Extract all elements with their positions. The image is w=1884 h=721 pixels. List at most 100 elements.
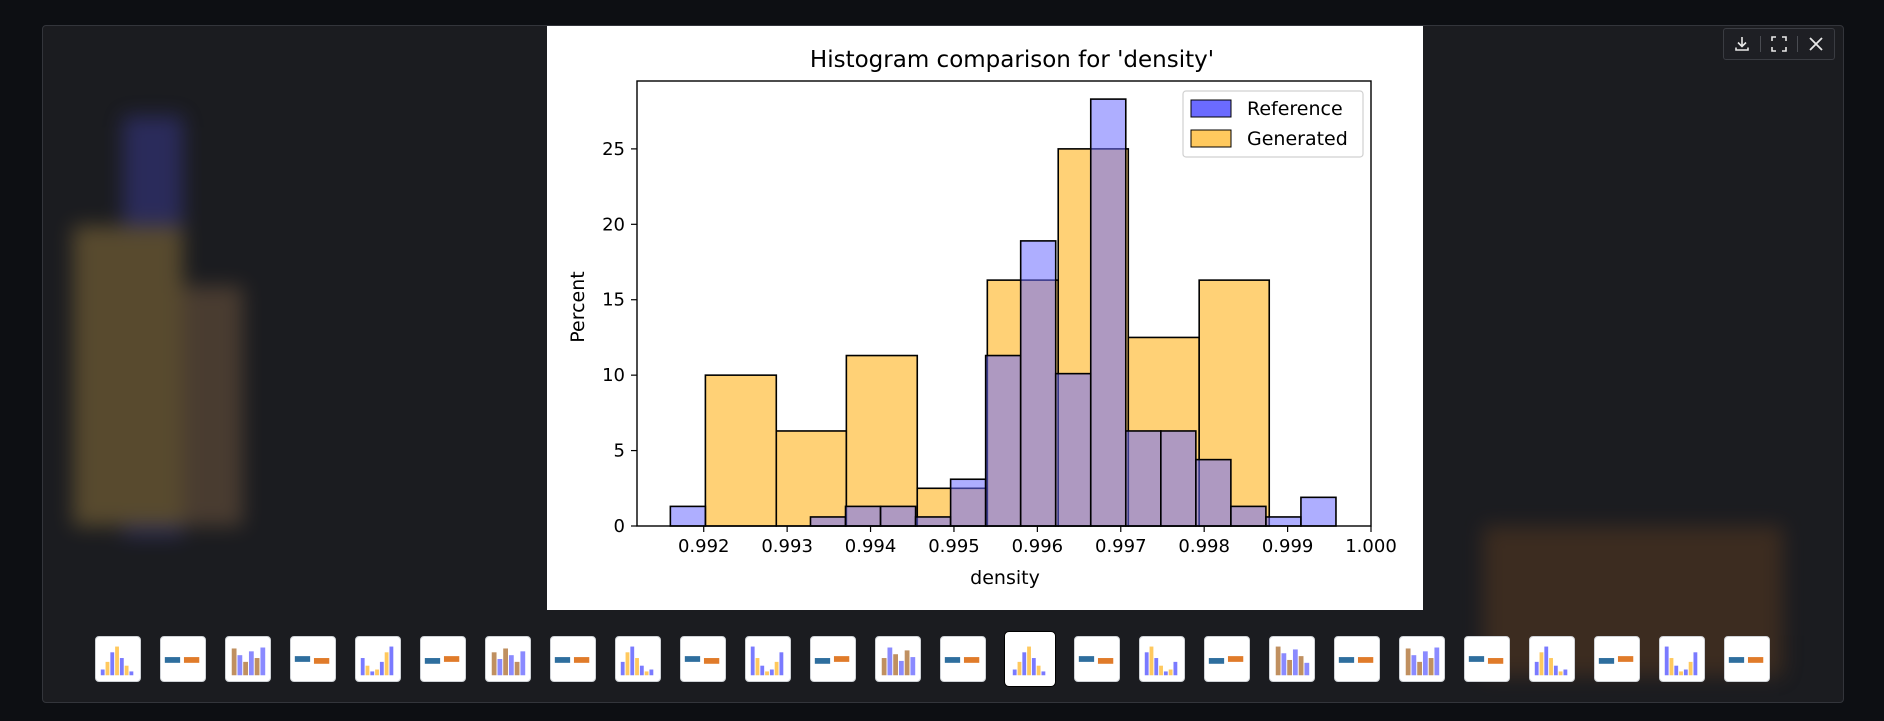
thumbnail-mark: [1679, 671, 1683, 676]
thumbnail-mark: [1027, 646, 1031, 676]
thumbnail-mark: [1357, 657, 1374, 663]
legend-swatch-generated: [1190, 129, 1232, 148]
download-button[interactable]: [1728, 31, 1756, 57]
thumbnail-mark: [630, 646, 635, 676]
bar-generated-0: [704, 374, 778, 527]
thumbnail-mark: [1688, 661, 1693, 676]
thumbnail-mark: [1275, 646, 1281, 676]
thumbnail-preview-icon: [881, 647, 916, 676]
thumbnail-9[interactable]: [615, 636, 661, 682]
thumbnail-preview-icon: [360, 646, 394, 676]
thumbnail-mark: [833, 656, 850, 662]
bar-reference-6: [879, 505, 917, 527]
fullscreen-button[interactable]: [1765, 31, 1793, 57]
thumbnail-22[interactable]: [1464, 636, 1510, 682]
thumbnail-24[interactable]: [1594, 636, 1640, 682]
toolbar-divider: [1797, 36, 1798, 52]
y-tick-label-20: 20: [602, 214, 625, 235]
thumbnail-10[interactable]: [680, 636, 726, 682]
thumbnail-mark: [1338, 657, 1355, 663]
thumbnail-mark: [881, 658, 887, 676]
thumbnail-25[interactable]: [1659, 636, 1705, 682]
thumbnail-preview-icon: [1405, 647, 1440, 676]
thumbnail-mark: [554, 657, 571, 663]
bar-reference-15: [1195, 458, 1232, 527]
thumbnail-17[interactable]: [1139, 636, 1185, 682]
thumbnail-mark: [115, 646, 119, 676]
thumbnail-mark: [1417, 661, 1422, 676]
close-icon: [1809, 37, 1823, 51]
thumbnail-preview-icon: [424, 656, 460, 664]
thumbnail-mark: [1617, 656, 1634, 662]
thumbnail-mark: [814, 658, 831, 664]
thumbnail-23[interactable]: [1529, 636, 1575, 682]
thumbnail-mark: [294, 656, 311, 662]
thumbnail-preview-icon: [944, 657, 980, 663]
thumbnail-mark: [389, 646, 394, 676]
thumbnail-mark: [119, 658, 124, 676]
thumbnail-mark: [1041, 671, 1046, 676]
thumbnail-4[interactable]: [290, 636, 336, 682]
thumbnail-mark: [887, 647, 893, 676]
fullscreen-icon: [1771, 36, 1787, 52]
thumbnail-8[interactable]: [550, 636, 596, 682]
x-tick-label-0.994: 0.994: [845, 536, 897, 557]
thumbnail-mark: [1534, 661, 1539, 676]
close-button[interactable]: [1802, 31, 1830, 57]
thumbnail-mark: [1298, 656, 1304, 676]
thumbnail-mark: [1022, 652, 1027, 676]
thumbnail-preview-icon: [554, 657, 590, 663]
thumbnail-11[interactable]: [745, 636, 791, 682]
thumbnail-6[interactable]: [420, 636, 466, 682]
thumbnail-19[interactable]: [1269, 636, 1315, 682]
thumbnail-13[interactable]: [875, 636, 921, 682]
thumbnail-mark: [1292, 649, 1298, 676]
bar-reference-0: [669, 505, 707, 527]
legend-swatch-reference: [1190, 99, 1232, 118]
thumbnail-1[interactable]: [95, 636, 141, 682]
thumbnail-mark: [644, 671, 649, 676]
main-chart-image: Histogram comparison for 'density' 0.992…: [547, 26, 1423, 610]
thumbnail-mark: [110, 652, 115, 676]
bar-reference-14: [1160, 430, 1197, 527]
bar-reference-17: [1265, 516, 1302, 527]
thumbnail-preview-icon: [100, 646, 134, 676]
thumbnail-mark: [1208, 658, 1225, 664]
thumbnail-mark: [1012, 669, 1017, 676]
thumbnail-mark: [260, 647, 266, 676]
thumbnail-26[interactable]: [1724, 636, 1770, 682]
thumbnail-mark: [1747, 657, 1764, 663]
thumbnail-mark: [755, 658, 760, 676]
thumbnail-mark: [514, 661, 520, 676]
thumbnail-mark: [243, 661, 248, 676]
thumbnail-12[interactable]: [810, 636, 856, 682]
thumbnail-15[interactable]: [1005, 632, 1055, 686]
bar-reference-9: [984, 354, 1022, 527]
thumbnail-mark: [424, 658, 441, 664]
thumbnail-2[interactable]: [160, 636, 206, 682]
thumbnail-7[interactable]: [485, 636, 531, 682]
thumbnail-18[interactable]: [1204, 636, 1250, 682]
thumbnail-16[interactable]: [1074, 636, 1120, 682]
bar-reference-8: [949, 478, 987, 527]
thumbnail-mark: [491, 652, 497, 676]
thumbnail-mark: [237, 655, 243, 676]
thumbnail-mark: [1159, 665, 1163, 676]
thumbnail-mark: [124, 665, 129, 676]
thumbnail-mark: [1173, 661, 1178, 676]
x-tick-label-0.993: 0.993: [761, 536, 813, 557]
thumbnail-mark: [1664, 646, 1669, 676]
thumbnail-21[interactable]: [1399, 636, 1445, 682]
chart-title: Histogram comparison for 'density': [810, 47, 1214, 73]
bar-reference-11: [1054, 372, 1092, 527]
y-tick-label-10: 10: [602, 365, 625, 386]
thumbnail-3[interactable]: [225, 636, 271, 682]
legend-label-generated: Generated: [1247, 128, 1348, 150]
thumbnail-20[interactable]: [1334, 636, 1380, 682]
image-viewer: Histogram comparison for 'density' 0.992…: [42, 25, 1844, 703]
thumbnail-5[interactable]: [355, 636, 401, 682]
thumbnail-mark: [1539, 652, 1544, 676]
thumbnail-preview-icon: [1012, 646, 1046, 676]
thumbnail-14[interactable]: [940, 636, 986, 682]
thumbnail-mark: [370, 671, 375, 676]
